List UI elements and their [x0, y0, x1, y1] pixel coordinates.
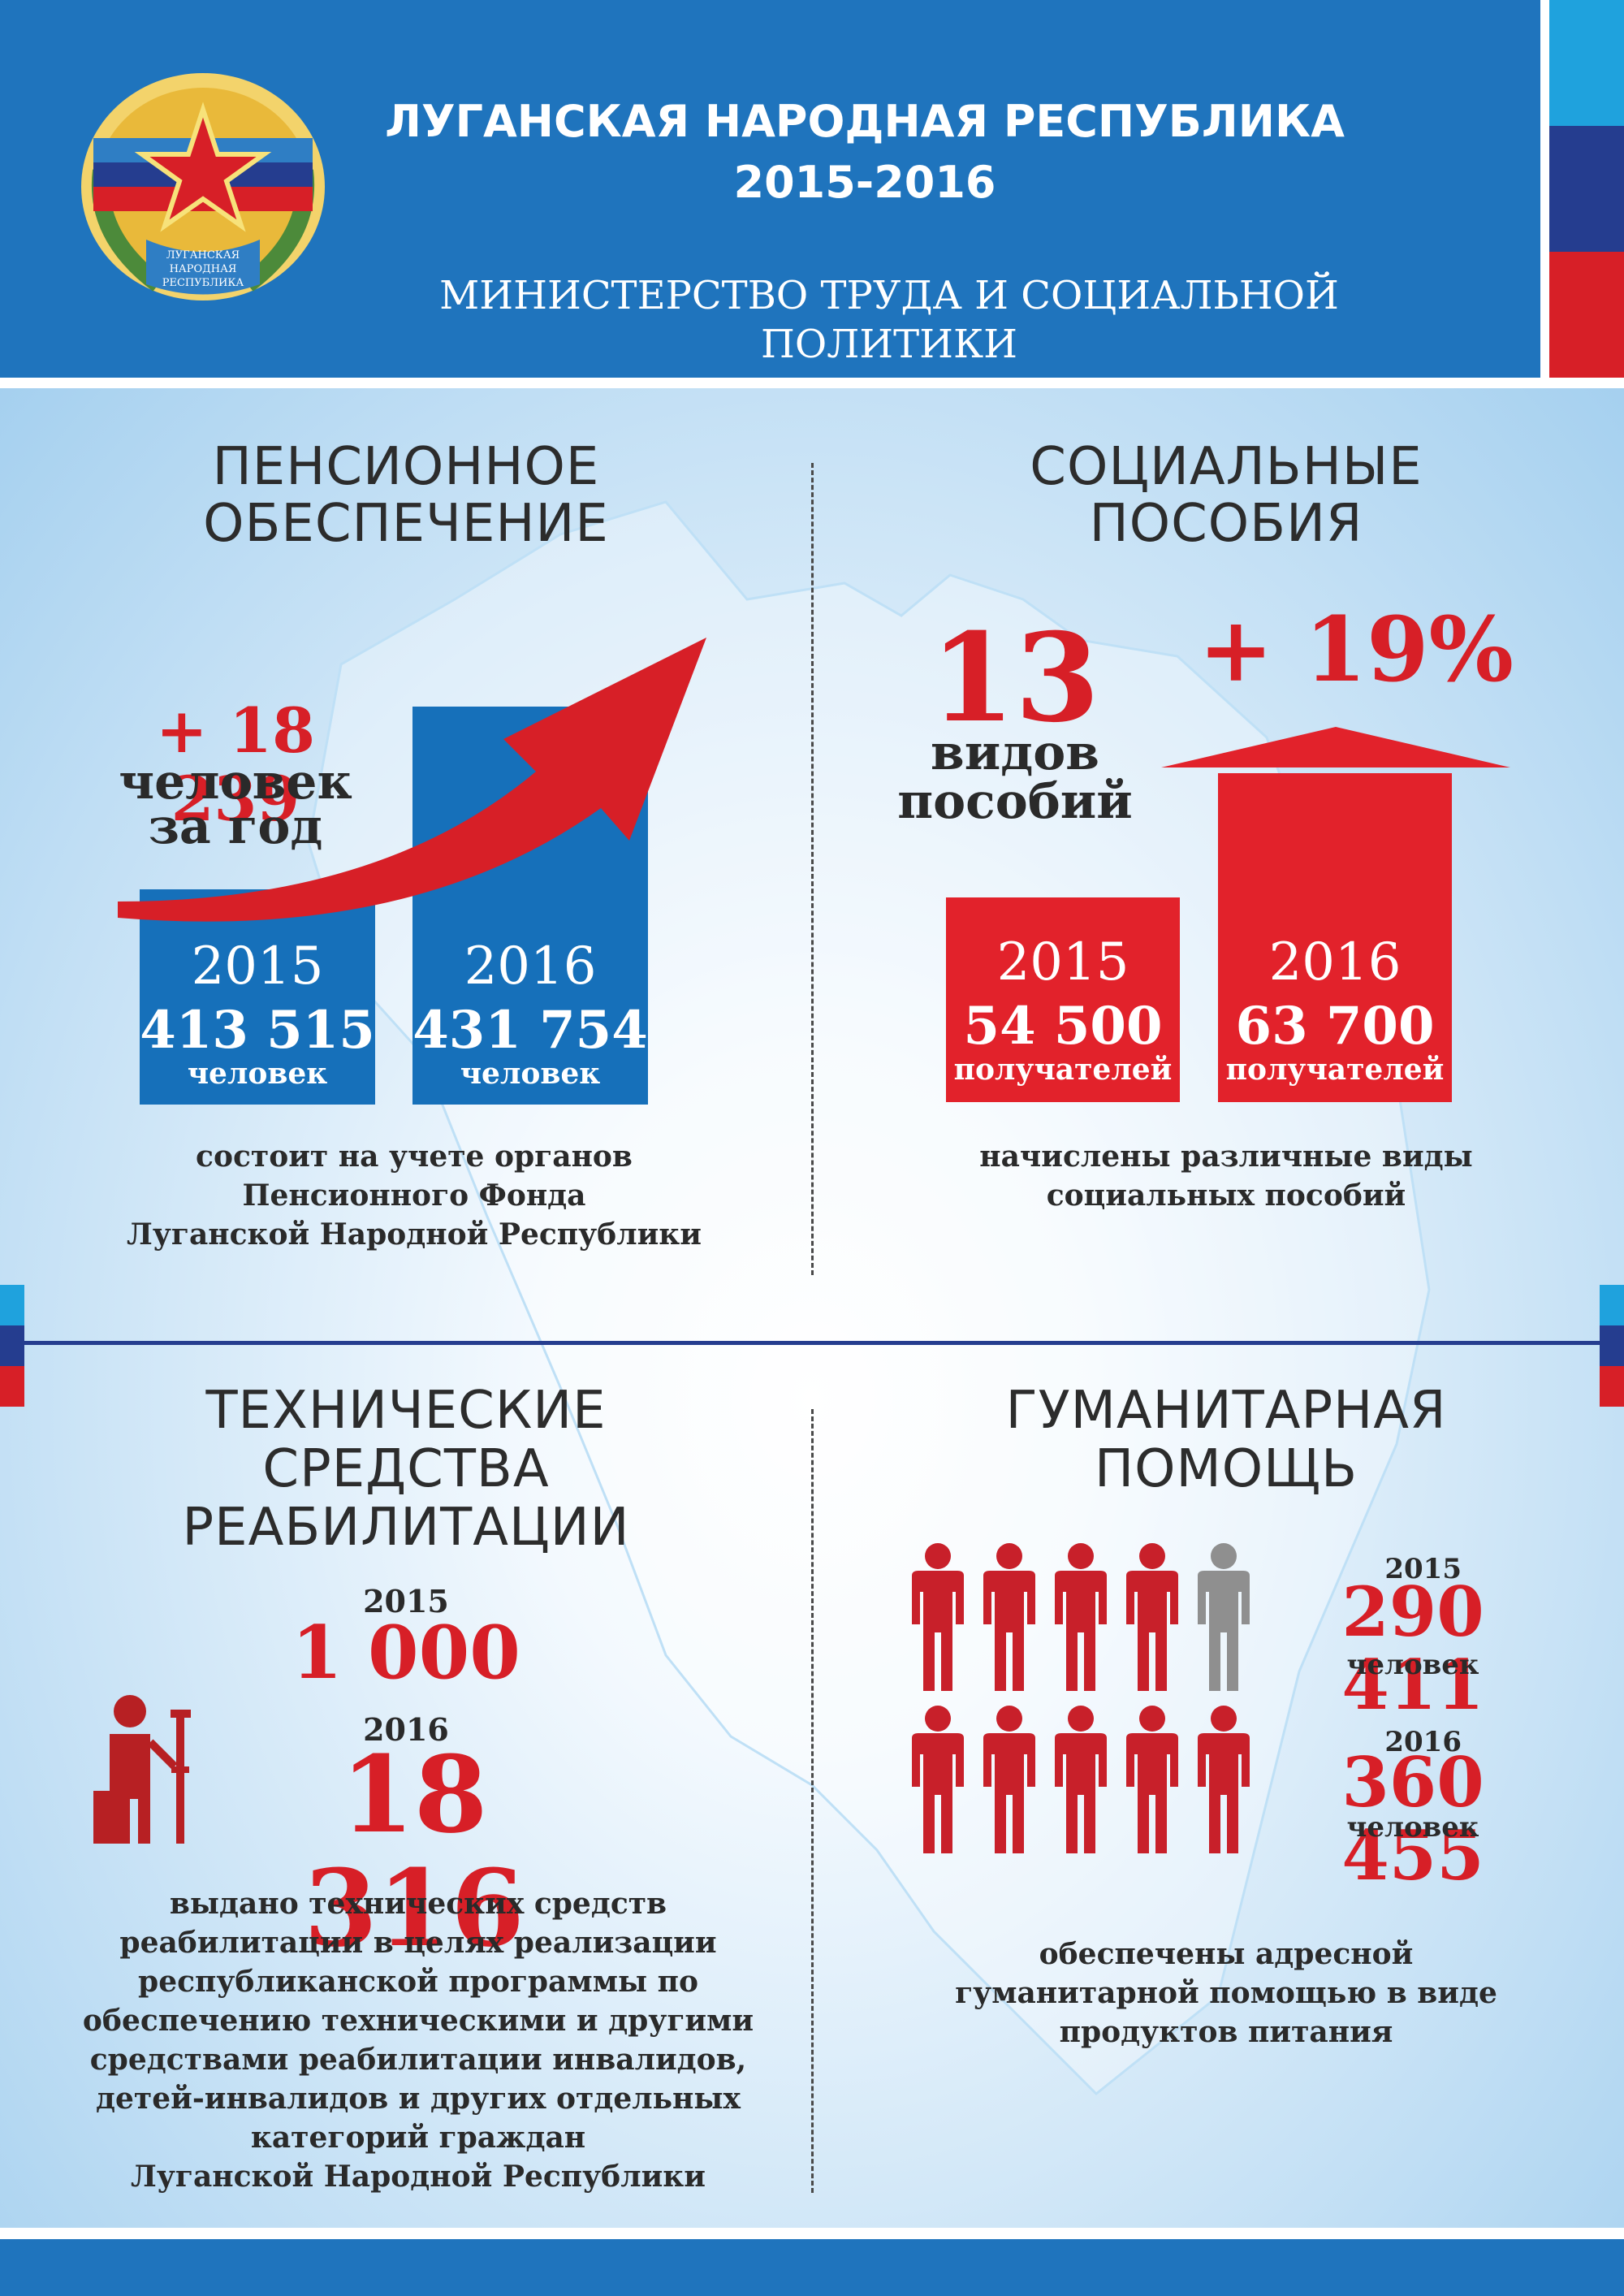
humanitarian-desc-line: обеспечены адресной	[1039, 1937, 1414, 1971]
rehab-year-2016: 2016	[363, 1711, 449, 1748]
person-icon	[1198, 1706, 1250, 1853]
humanitarian-value-2015: 290 411	[1341, 1572, 1484, 1725]
humanitarian-title-line1: ГУМАНИТАРНАЯ	[1005, 1381, 1447, 1441]
person-icon	[983, 1543, 1035, 1691]
social-desc-line: начислены различные виды	[979, 1139, 1473, 1174]
benefit-types-line2: видов	[931, 724, 1099, 781]
pension-increase-line3: за год	[148, 798, 323, 855]
rehab-desc-line: категорий граждан	[250, 2121, 586, 2155]
social-bar-2015-value: 54 500	[963, 996, 1163, 1057]
pension-title-line2: ОБЕСПЕЧЕНИЕ	[203, 494, 609, 554]
social-bar-2016-year: 2016	[1268, 932, 1402, 992]
rehab-desc-line: обеспечению техническими и другими	[82, 2004, 754, 2038]
people-row-2015	[912, 1543, 1250, 1691]
humanitarian-unit-2015: человек	[1346, 1649, 1479, 1681]
humanitarian-desc-line: гуманитарной помощью в виде	[955, 1976, 1497, 2010]
rehab-title-line2: СРЕДСТВА	[262, 1439, 550, 1499]
pension-bar-2016-value: 431 754	[412, 1000, 648, 1061]
social-bar-2016-unit: получателей	[1225, 1053, 1445, 1087]
humanitarian-unit-2016: человек	[1346, 1811, 1479, 1844]
person-icon	[912, 1543, 964, 1691]
vertical-divider-bottom	[811, 1409, 814, 2193]
person-icon	[1055, 1706, 1107, 1853]
rehab-description: выдано технических средств реабилитации …	[73, 1884, 763, 2196]
header-title: ЛУГАНСКАЯ НАРОДНАЯ РЕСПУБЛИКА	[385, 96, 1345, 147]
benefit-types-count: 13	[930, 607, 1100, 750]
humanitarian-title-line2: ПОМОЩЬ	[1095, 1439, 1358, 1499]
left-flag-marker	[0, 1285, 24, 1407]
person-icon	[912, 1706, 964, 1853]
social-bar-2016: 2016 63 700 получателей	[1218, 773, 1452, 1102]
pension-bar-2015-year: 2015	[191, 936, 324, 997]
ministry-name: МИНИСТЕРСТВО ТРУДА И СОЦИАЛЬНОЙ ПОЛИТИКИ	[439, 273, 1339, 367]
growth-arrow-icon	[118, 638, 706, 922]
person-icon	[1126, 1543, 1178, 1691]
rehab-title-line3: РЕАБИЛИТАЦИИ	[182, 1498, 630, 1558]
social-description: начислены различные виды социальных посо…	[901, 1137, 1551, 1215]
emblem-text-2: НАРОДНАЯ	[170, 263, 237, 275]
social-percent-increase: + 19%	[1198, 597, 1514, 702]
humanitarian-value-2016: 360 455	[1341, 1742, 1484, 1896]
person-icon	[1198, 1543, 1250, 1691]
humanitarian-year-2016: 2016	[1384, 1726, 1462, 1758]
rehab-value-2016: 18 316	[304, 1732, 525, 1970]
rehab-value-2015: 1 000	[292, 1610, 520, 1696]
rehab-desc-line: Луганской Народной Республики	[131, 2160, 706, 2194]
person-icon	[983, 1706, 1035, 1853]
rehab-desc-line: детей-инвалидов и других отдельных	[96, 2082, 741, 2116]
social-bar-2015-year: 2015	[996, 932, 1129, 992]
up-arrow-icon	[1161, 727, 1510, 767]
header-banner: ЛУГАНСКАЯ НАРОДНАЯ РЕСПУБЛИКА ЛУГАНСКАЯ …	[0, 0, 1540, 378]
pension-desc-line: Пенсионного Фонда	[242, 1178, 586, 1213]
rehab-title-line1: ТЕХНИЧЕСКИЕ	[205, 1381, 607, 1441]
pension-increase-line2: человек	[119, 754, 352, 811]
pension-bar-2016-year: 2016	[464, 936, 597, 997]
pension-bar-2015: 2015 413 515 человек	[140, 889, 375, 1105]
social-bar-2016-value: 63 700	[1235, 996, 1435, 1057]
social-title-line1: СОЦИАЛЬНЫЕ	[1030, 437, 1423, 497]
benefit-types-line3: пособий	[897, 773, 1133, 830]
right-flag-marker	[1600, 1285, 1624, 1407]
republic-emblem-icon: ЛУГАНСКАЯ НАРОДНАЯ РЕСПУБЛИКА	[81, 73, 325, 301]
social-bar-2015-unit: получателей	[953, 1053, 1173, 1087]
person-icon	[1126, 1706, 1178, 1853]
rehab-desc-line: выдано технических средств	[169, 1887, 667, 1921]
pension-bar-2015-unit: человек	[187, 1057, 328, 1091]
rehab-year-2015: 2015	[363, 1583, 449, 1619]
footer-bar	[0, 2239, 1624, 2296]
social-title-line2: ПОСОБИЯ	[1089, 494, 1363, 554]
pension-description: состоит на учете органов Пенсионного Фон…	[97, 1137, 731, 1254]
vertical-divider-top	[811, 463, 814, 1275]
pension-desc-line: Луганской Народной Республики	[127, 1217, 702, 1252]
header-years: 2015-2016	[733, 157, 996, 208]
humanitarian-desc-line: продуктов питания	[1059, 2015, 1393, 2049]
humanitarian-description: обеспечены адресной гуманитарной помощью…	[909, 1935, 1543, 2052]
rehab-desc-line: реабилитации в целях реализации	[119, 1926, 717, 1960]
people-row-2016	[912, 1706, 1250, 1853]
emblem-text-1: ЛУГАНСКАЯ	[166, 249, 240, 262]
social-desc-line: социальных пособий	[1046, 1178, 1406, 1213]
emblem-text-3: РЕСПУБЛИКА	[162, 277, 244, 289]
rehab-desc-line: средствами реабилитации инвалидов,	[89, 2043, 747, 2077]
social-bar-2015: 2015 54 500 получателей	[946, 897, 1180, 1102]
rehab-desc-line: республиканской программы по	[138, 1965, 698, 1999]
pension-desc-line: состоит на учете органов	[196, 1139, 633, 1174]
horizontal-divider	[24, 1341, 1600, 1345]
disabled-person-icon	[93, 1695, 191, 1844]
pension-bar-2015-value: 413 515	[140, 1000, 375, 1061]
pension-title-line1: ПЕНСИОННОЕ	[212, 437, 600, 497]
humanitarian-year-2015: 2015	[1384, 1553, 1462, 1585]
pension-increase: + 18 239	[156, 694, 315, 835]
pension-bar-2016-unit: человек	[460, 1057, 601, 1091]
person-icon	[1055, 1543, 1107, 1691]
